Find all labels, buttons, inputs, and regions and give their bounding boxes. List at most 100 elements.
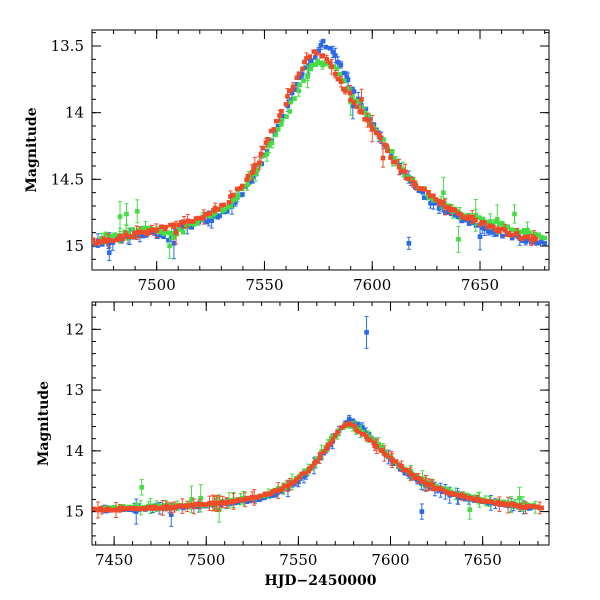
data-point (497, 229, 502, 234)
data-point (305, 74, 310, 79)
data-point (315, 58, 320, 64)
data-point (168, 222, 173, 228)
data-point (420, 479, 426, 485)
data-point (356, 429, 362, 435)
data-point (256, 160, 262, 166)
data-point (381, 137, 386, 142)
data-point (240, 192, 245, 197)
data-point (227, 203, 232, 208)
data-point (335, 429, 340, 435)
data-point (191, 221, 197, 227)
data-point (496, 221, 502, 227)
data-point (246, 496, 252, 501)
data-point (285, 94, 290, 99)
data-point (328, 60, 333, 66)
data-point (522, 234, 528, 240)
data-point (384, 453, 390, 458)
data-point (366, 112, 371, 118)
data-point (509, 235, 515, 241)
data-point (538, 234, 544, 240)
data-point (303, 65, 308, 70)
data-point (228, 194, 233, 199)
data-point (398, 168, 404, 174)
data-point (436, 206, 442, 211)
data-point (421, 195, 427, 200)
data-point (482, 220, 487, 225)
data-point (341, 78, 347, 84)
data-point (489, 499, 495, 505)
data-point (480, 216, 486, 222)
data-point (321, 449, 327, 454)
data-point (146, 228, 151, 234)
data-point (232, 197, 238, 202)
data-point (196, 215, 202, 221)
data-layer (92, 38, 547, 262)
bottom-panel: 7450 7500 7550 7600 7650 12 13 14 15 Magnitude HJD… (36, 301, 550, 589)
data-point (362, 110, 368, 116)
data-point (92, 237, 96, 243)
data-point (311, 49, 317, 54)
data-point (497, 501, 502, 507)
data-point (320, 38, 326, 44)
data-point (118, 233, 123, 239)
data-point (229, 204, 235, 209)
data-point (363, 106, 369, 112)
data-point (379, 448, 385, 454)
data-point (346, 416, 352, 422)
series-2 (92, 49, 539, 247)
data-point (171, 235, 176, 240)
data-point (284, 114, 289, 119)
data-point (455, 214, 461, 220)
x-tick-label: 7500 (138, 276, 176, 294)
data-point (506, 232, 512, 238)
data-point (278, 122, 284, 127)
data-point (166, 505, 171, 510)
data-point (522, 227, 527, 233)
y-tick-label: 14.5 (51, 170, 84, 188)
data-point (176, 222, 182, 228)
data-point (437, 201, 443, 207)
data-point (100, 505, 106, 510)
data-point (217, 500, 222, 506)
data-point (130, 234, 136, 240)
data-point (244, 177, 249, 183)
data-point (126, 231, 132, 237)
data-point (487, 223, 493, 229)
data-point (258, 151, 264, 157)
data-point (190, 219, 196, 224)
y-tick-label: 14 (65, 442, 84, 460)
data-point (431, 193, 436, 199)
data-point (301, 78, 306, 84)
data-point (480, 498, 486, 504)
data-point (224, 208, 230, 214)
data-point (117, 214, 123, 219)
data-point (352, 424, 358, 429)
data-point (437, 485, 442, 491)
data-point (95, 507, 101, 513)
data-point (345, 77, 351, 82)
data-point (393, 459, 399, 464)
data-point (245, 173, 251, 179)
data-point (333, 53, 338, 58)
data-point (456, 211, 461, 216)
data-point (534, 504, 540, 510)
data-point (264, 151, 270, 157)
data-point (249, 179, 254, 184)
data-point (478, 222, 483, 227)
data-point (112, 232, 118, 237)
data-point (133, 509, 139, 514)
data-point (313, 459, 319, 464)
data-point (425, 482, 431, 487)
data-point (158, 503, 163, 509)
data-point (297, 474, 302, 480)
data-point (273, 118, 279, 124)
data-point (486, 229, 491, 234)
data-point (154, 234, 160, 239)
data-point (378, 135, 383, 140)
data-point (161, 234, 166, 240)
data-point (333, 71, 338, 77)
data-point (479, 219, 485, 225)
data-point (455, 208, 461, 214)
data-point (275, 488, 281, 493)
data-point (240, 497, 245, 503)
